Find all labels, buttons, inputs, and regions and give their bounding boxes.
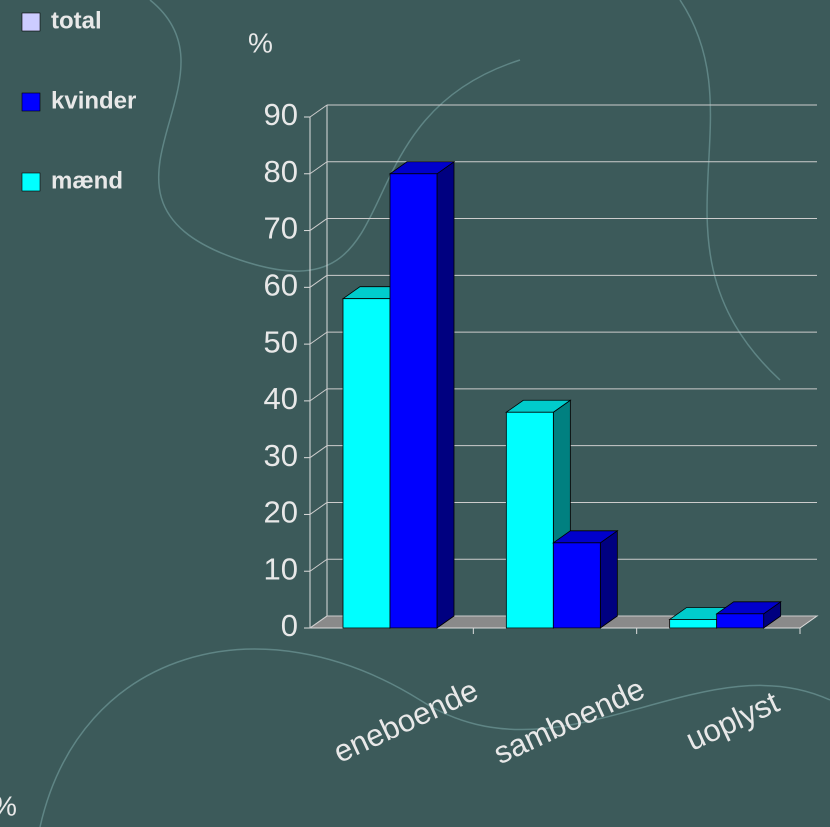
y-tick-label: 20 bbox=[264, 495, 298, 530]
bar bbox=[505, 411, 554, 629]
grid-line bbox=[309, 104, 328, 118]
legend-label: mænd bbox=[51, 167, 123, 194]
grid-line bbox=[309, 274, 328, 288]
bar bbox=[552, 542, 601, 629]
grid-line bbox=[309, 502, 328, 515]
y-tick-label: 80 bbox=[264, 154, 298, 189]
grid-line bbox=[309, 388, 328, 402]
grid-line bbox=[309, 445, 328, 459]
x-tick-label: eneboende bbox=[328, 672, 483, 769]
y-axis-label: % bbox=[248, 27, 273, 58]
x-tick-label: samboende bbox=[488, 671, 650, 771]
legend-label: total bbox=[51, 7, 102, 34]
background-swirls bbox=[39, 0, 830, 827]
bar bbox=[716, 613, 765, 629]
annotation: % bbox=[0, 790, 17, 821]
grid-line bbox=[309, 331, 328, 345]
bar bbox=[669, 619, 718, 629]
legend-swatch bbox=[21, 172, 41, 192]
y-tick-label: 70 bbox=[264, 211, 298, 246]
y-tick-label: 90 bbox=[264, 97, 298, 132]
legend-swatch bbox=[21, 12, 41, 32]
grid-line bbox=[309, 161, 328, 175]
y-tick-label: 50 bbox=[264, 324, 298, 359]
x-tick-label: uoplyst bbox=[680, 684, 784, 757]
y-tick-label: 30 bbox=[264, 438, 298, 473]
legend-label: kvinder bbox=[51, 87, 136, 114]
bar bbox=[342, 298, 391, 629]
y-tick-label: 60 bbox=[264, 268, 298, 303]
bar-side bbox=[599, 530, 618, 629]
legend-swatch bbox=[21, 92, 41, 112]
y-tick-label: 0 bbox=[281, 608, 298, 643]
grid-line bbox=[309, 558, 328, 572]
y-tick-label: 40 bbox=[264, 381, 298, 416]
bar-side bbox=[436, 161, 455, 629]
grid-line bbox=[309, 218, 328, 231]
grid-line bbox=[309, 615, 328, 629]
bar bbox=[389, 173, 438, 629]
y-tick-label: 10 bbox=[264, 551, 298, 586]
